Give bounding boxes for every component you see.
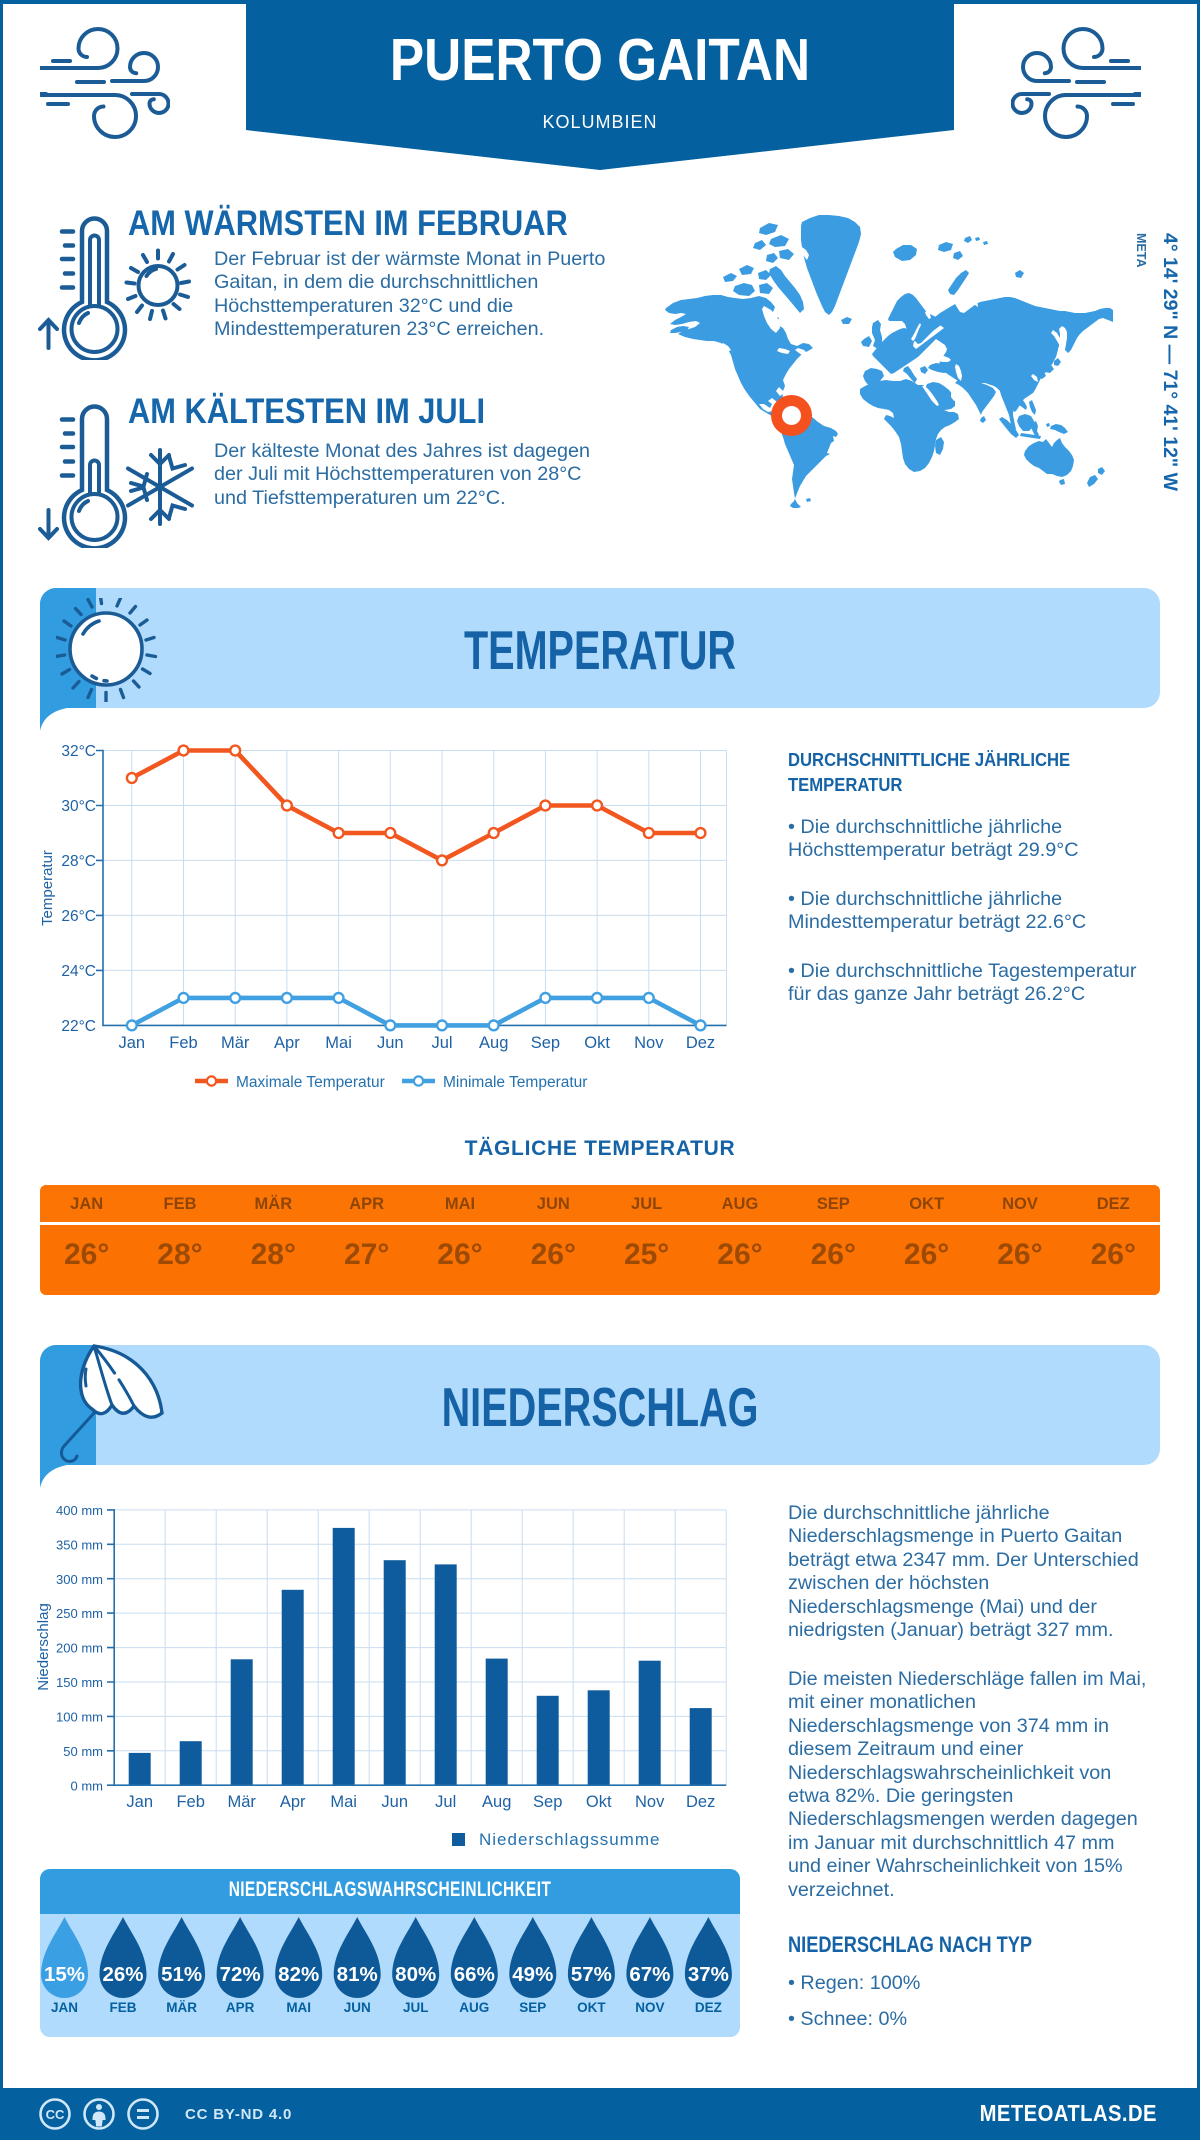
svg-text:51%: 51% — [161, 1963, 202, 1986]
svg-text:JAN: JAN — [51, 2000, 78, 2015]
svg-text:APR: APR — [226, 2000, 255, 2015]
svg-text:26%: 26% — [102, 1963, 143, 1986]
svg-text:Sep: Sep — [533, 1793, 562, 1811]
svg-text:Mär: Mär — [221, 1034, 250, 1052]
svg-text:81%: 81% — [337, 1963, 378, 1986]
svg-text:400 mm: 400 mm — [56, 1503, 103, 1518]
svg-text:Jun: Jun — [377, 1034, 404, 1052]
svg-text:82%: 82% — [278, 1963, 319, 1986]
svg-text:MÄR: MÄR — [166, 2000, 197, 2015]
svg-text:JUL: JUL — [403, 2000, 429, 2015]
svg-text:80%: 80% — [395, 1963, 436, 1986]
svg-text:SEP: SEP — [519, 2000, 546, 2015]
svg-text:30°C: 30°C — [61, 798, 96, 815]
svg-text:MAI: MAI — [286, 2000, 311, 2015]
svg-text:NOV: NOV — [635, 2000, 664, 2015]
svg-text:28°C: 28°C — [61, 853, 96, 870]
svg-text:67%: 67% — [629, 1963, 670, 1986]
svg-text:OKT: OKT — [577, 2000, 606, 2015]
svg-text:26°C: 26°C — [61, 908, 96, 925]
svg-text:300 mm: 300 mm — [56, 1572, 103, 1587]
svg-text:Mai: Mai — [325, 1034, 352, 1052]
svg-text:15%: 15% — [44, 1963, 85, 1986]
svg-text:Nov: Nov — [634, 1034, 664, 1052]
svg-text:200 mm: 200 mm — [56, 1641, 103, 1656]
svg-text:Aug: Aug — [482, 1793, 511, 1811]
svg-text:Maximale Temperatur: Maximale Temperatur — [236, 1074, 385, 1091]
svg-text:FEB: FEB — [110, 2000, 137, 2015]
svg-text:Jul: Jul — [431, 1034, 452, 1052]
svg-text:37%: 37% — [688, 1963, 729, 1986]
svg-text:32°C: 32°C — [61, 743, 96, 760]
svg-text:49%: 49% — [512, 1963, 553, 1986]
svg-text:Nov: Nov — [635, 1793, 665, 1811]
svg-text:Mai: Mai — [330, 1793, 357, 1811]
svg-text:0 mm: 0 mm — [71, 1778, 104, 1793]
svg-text:72%: 72% — [220, 1963, 261, 1986]
svg-text:Feb: Feb — [169, 1034, 197, 1052]
svg-text:Aug: Aug — [479, 1034, 508, 1052]
svg-text:Okt: Okt — [584, 1034, 610, 1052]
svg-text:DEZ: DEZ — [695, 2000, 722, 2015]
svg-text:Niederschlagssumme: Niederschlagssumme — [479, 1830, 660, 1849]
svg-text:Dez: Dez — [686, 1034, 715, 1052]
svg-text:24°C: 24°C — [61, 963, 96, 980]
svg-text:Jun: Jun — [381, 1793, 408, 1811]
svg-text:JUN: JUN — [344, 2000, 371, 2015]
svg-text:Okt: Okt — [586, 1793, 612, 1811]
svg-text:Apr: Apr — [274, 1034, 300, 1052]
svg-text:150 mm: 150 mm — [56, 1675, 103, 1690]
svg-text:Jan: Jan — [118, 1034, 145, 1052]
svg-text:Minimale Temperatur: Minimale Temperatur — [443, 1074, 587, 1091]
svg-text:Niederschlag: Niederschlag — [35, 1603, 52, 1691]
svg-text:350 mm: 350 mm — [56, 1537, 103, 1552]
svg-text:250 mm: 250 mm — [56, 1606, 103, 1621]
svg-text:50 mm: 50 mm — [63, 1744, 103, 1759]
svg-text:Jan: Jan — [126, 1793, 153, 1811]
svg-text:Sep: Sep — [531, 1034, 560, 1052]
svg-text:Temperatur: Temperatur — [39, 850, 56, 926]
svg-text:Jul: Jul — [435, 1793, 456, 1811]
svg-text:CC: CC — [46, 2107, 65, 2122]
svg-text:22°C: 22°C — [61, 1018, 96, 1035]
svg-text:Feb: Feb — [176, 1793, 204, 1811]
svg-text:57%: 57% — [571, 1963, 612, 1986]
svg-text:AUG: AUG — [459, 2000, 489, 2015]
svg-text:Mär: Mär — [227, 1793, 256, 1811]
svg-text:Apr: Apr — [280, 1793, 306, 1811]
svg-text:100 mm: 100 mm — [56, 1710, 103, 1725]
svg-text:Dez: Dez — [686, 1793, 715, 1811]
svg-text:66%: 66% — [454, 1963, 495, 1986]
